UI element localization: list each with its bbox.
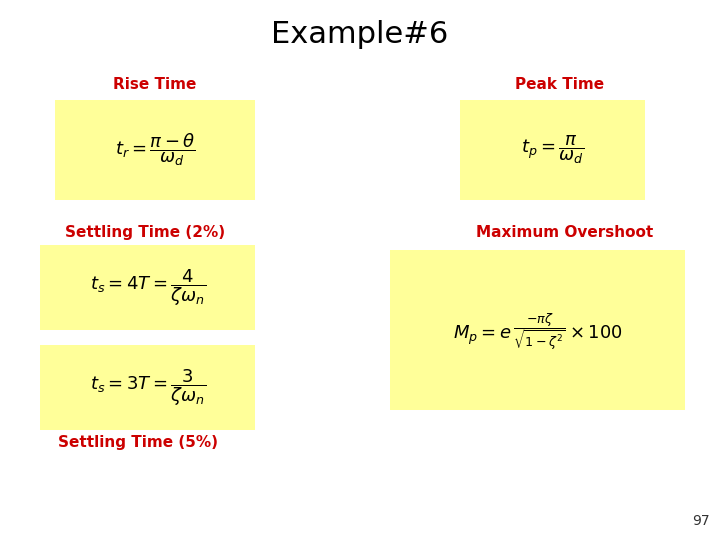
FancyBboxPatch shape xyxy=(40,345,255,430)
FancyBboxPatch shape xyxy=(460,100,645,200)
Text: Settling Time (2%): Settling Time (2%) xyxy=(65,225,225,240)
Text: $t_s = 4T = \dfrac{4}{\zeta\omega_n}$: $t_s = 4T = \dfrac{4}{\zeta\omega_n}$ xyxy=(90,268,206,308)
Text: $t_p = \dfrac{\pi}{\omega_d}$: $t_p = \dfrac{\pi}{\omega_d}$ xyxy=(521,134,585,166)
Text: Example#6: Example#6 xyxy=(271,20,449,49)
FancyBboxPatch shape xyxy=(55,100,255,200)
Text: Peak Time: Peak Time xyxy=(516,77,605,92)
Text: $t_s = 3T = \dfrac{3}{\zeta\omega_n}$: $t_s = 3T = \dfrac{3}{\zeta\omega_n}$ xyxy=(90,368,206,408)
Text: $t_r = \dfrac{\pi - \theta}{\omega_d}$: $t_r = \dfrac{\pi - \theta}{\omega_d}$ xyxy=(114,132,195,168)
FancyBboxPatch shape xyxy=(390,250,685,410)
Text: Settling Time (5%): Settling Time (5%) xyxy=(58,435,218,450)
Text: Maximum Overshoot: Maximum Overshoot xyxy=(477,225,654,240)
FancyBboxPatch shape xyxy=(40,245,255,330)
Text: Rise Time: Rise Time xyxy=(113,77,197,92)
Text: 97: 97 xyxy=(693,514,710,528)
Text: $M_p = e^{\,\dfrac{-\pi\zeta}{\sqrt{1-\zeta^2}}} \times 100$: $M_p = e^{\,\dfrac{-\pi\zeta}{\sqrt{1-\z… xyxy=(453,311,623,353)
